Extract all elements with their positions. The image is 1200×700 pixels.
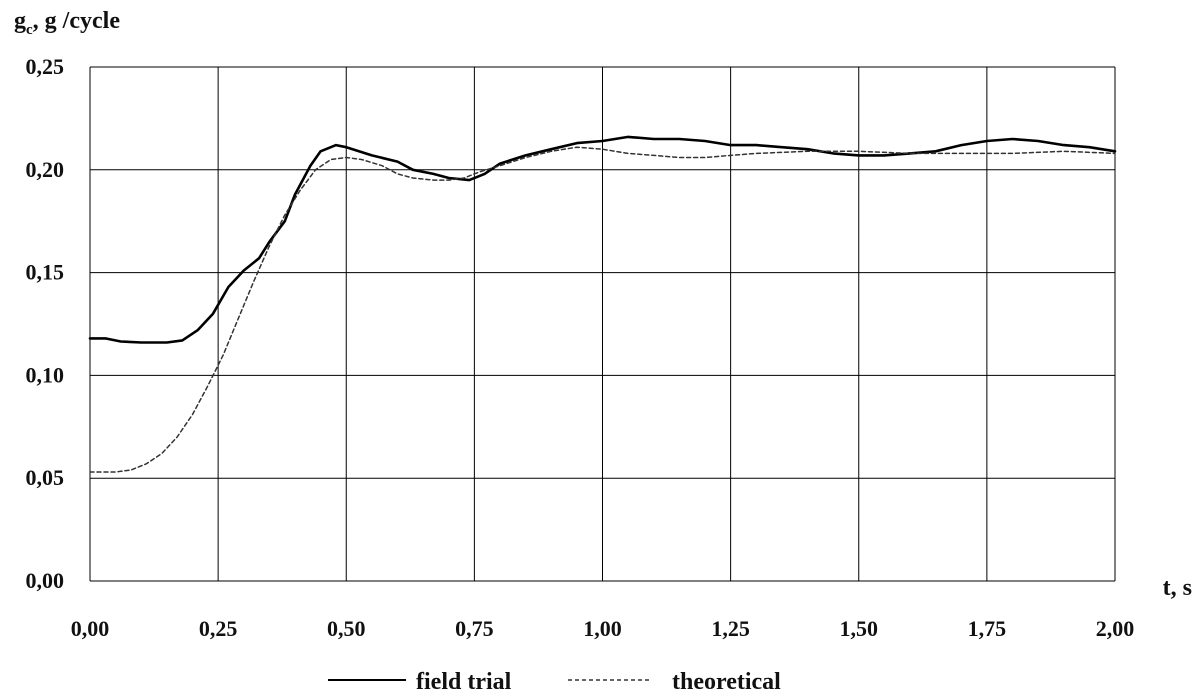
- x-tick-label: 1,25: [711, 616, 750, 641]
- x-tick-label: 1,00: [583, 616, 622, 641]
- legend: field trial theoretical: [328, 669, 781, 695]
- y-axis-label-main: g: [14, 8, 26, 34]
- y-tick-label: 0,15: [26, 260, 65, 285]
- y-tick-label: 0,25: [26, 54, 65, 79]
- x-tick-label: 0,25: [199, 616, 238, 641]
- y-axis-label-subscript: c: [26, 22, 33, 38]
- series-lines: [88, 135, 1117, 473]
- y-tick-label: 0,10: [26, 362, 65, 387]
- legend-label-theoretical: theoretical: [672, 669, 781, 695]
- legend-label-field-trial: field trial: [416, 669, 512, 695]
- x-tick-label: 1,50: [840, 616, 879, 641]
- x-tick-labels: 0,00 0,25 0,50 0,75 1,00 1,25 1,50 1,75 2,00: [71, 616, 1135, 641]
- y-tick-label: 0,00: [26, 568, 65, 593]
- x-tick-label: 0,75: [455, 616, 494, 641]
- y-tick-labels: 0,00 0,05 0,10 0,15 0,20 0,25: [26, 54, 65, 593]
- x-tick-label: 0,00: [71, 616, 110, 641]
- x-axis-label: t, s: [1163, 575, 1192, 601]
- x-tick-label: 2,00: [1096, 616, 1135, 641]
- series-line-theoretical: [89, 146, 1116, 473]
- y-axis-label-rest: , g /cycle: [33, 8, 121, 34]
- y-tick-label: 0,20: [26, 157, 65, 182]
- y-axis-label: gc, g /cycle: [14, 8, 120, 38]
- y-tick-label: 0,05: [26, 465, 65, 490]
- x-tick-label: 1,75: [968, 616, 1007, 641]
- x-tick-label: 0,50: [327, 616, 366, 641]
- grid-lines: [89, 66, 1116, 582]
